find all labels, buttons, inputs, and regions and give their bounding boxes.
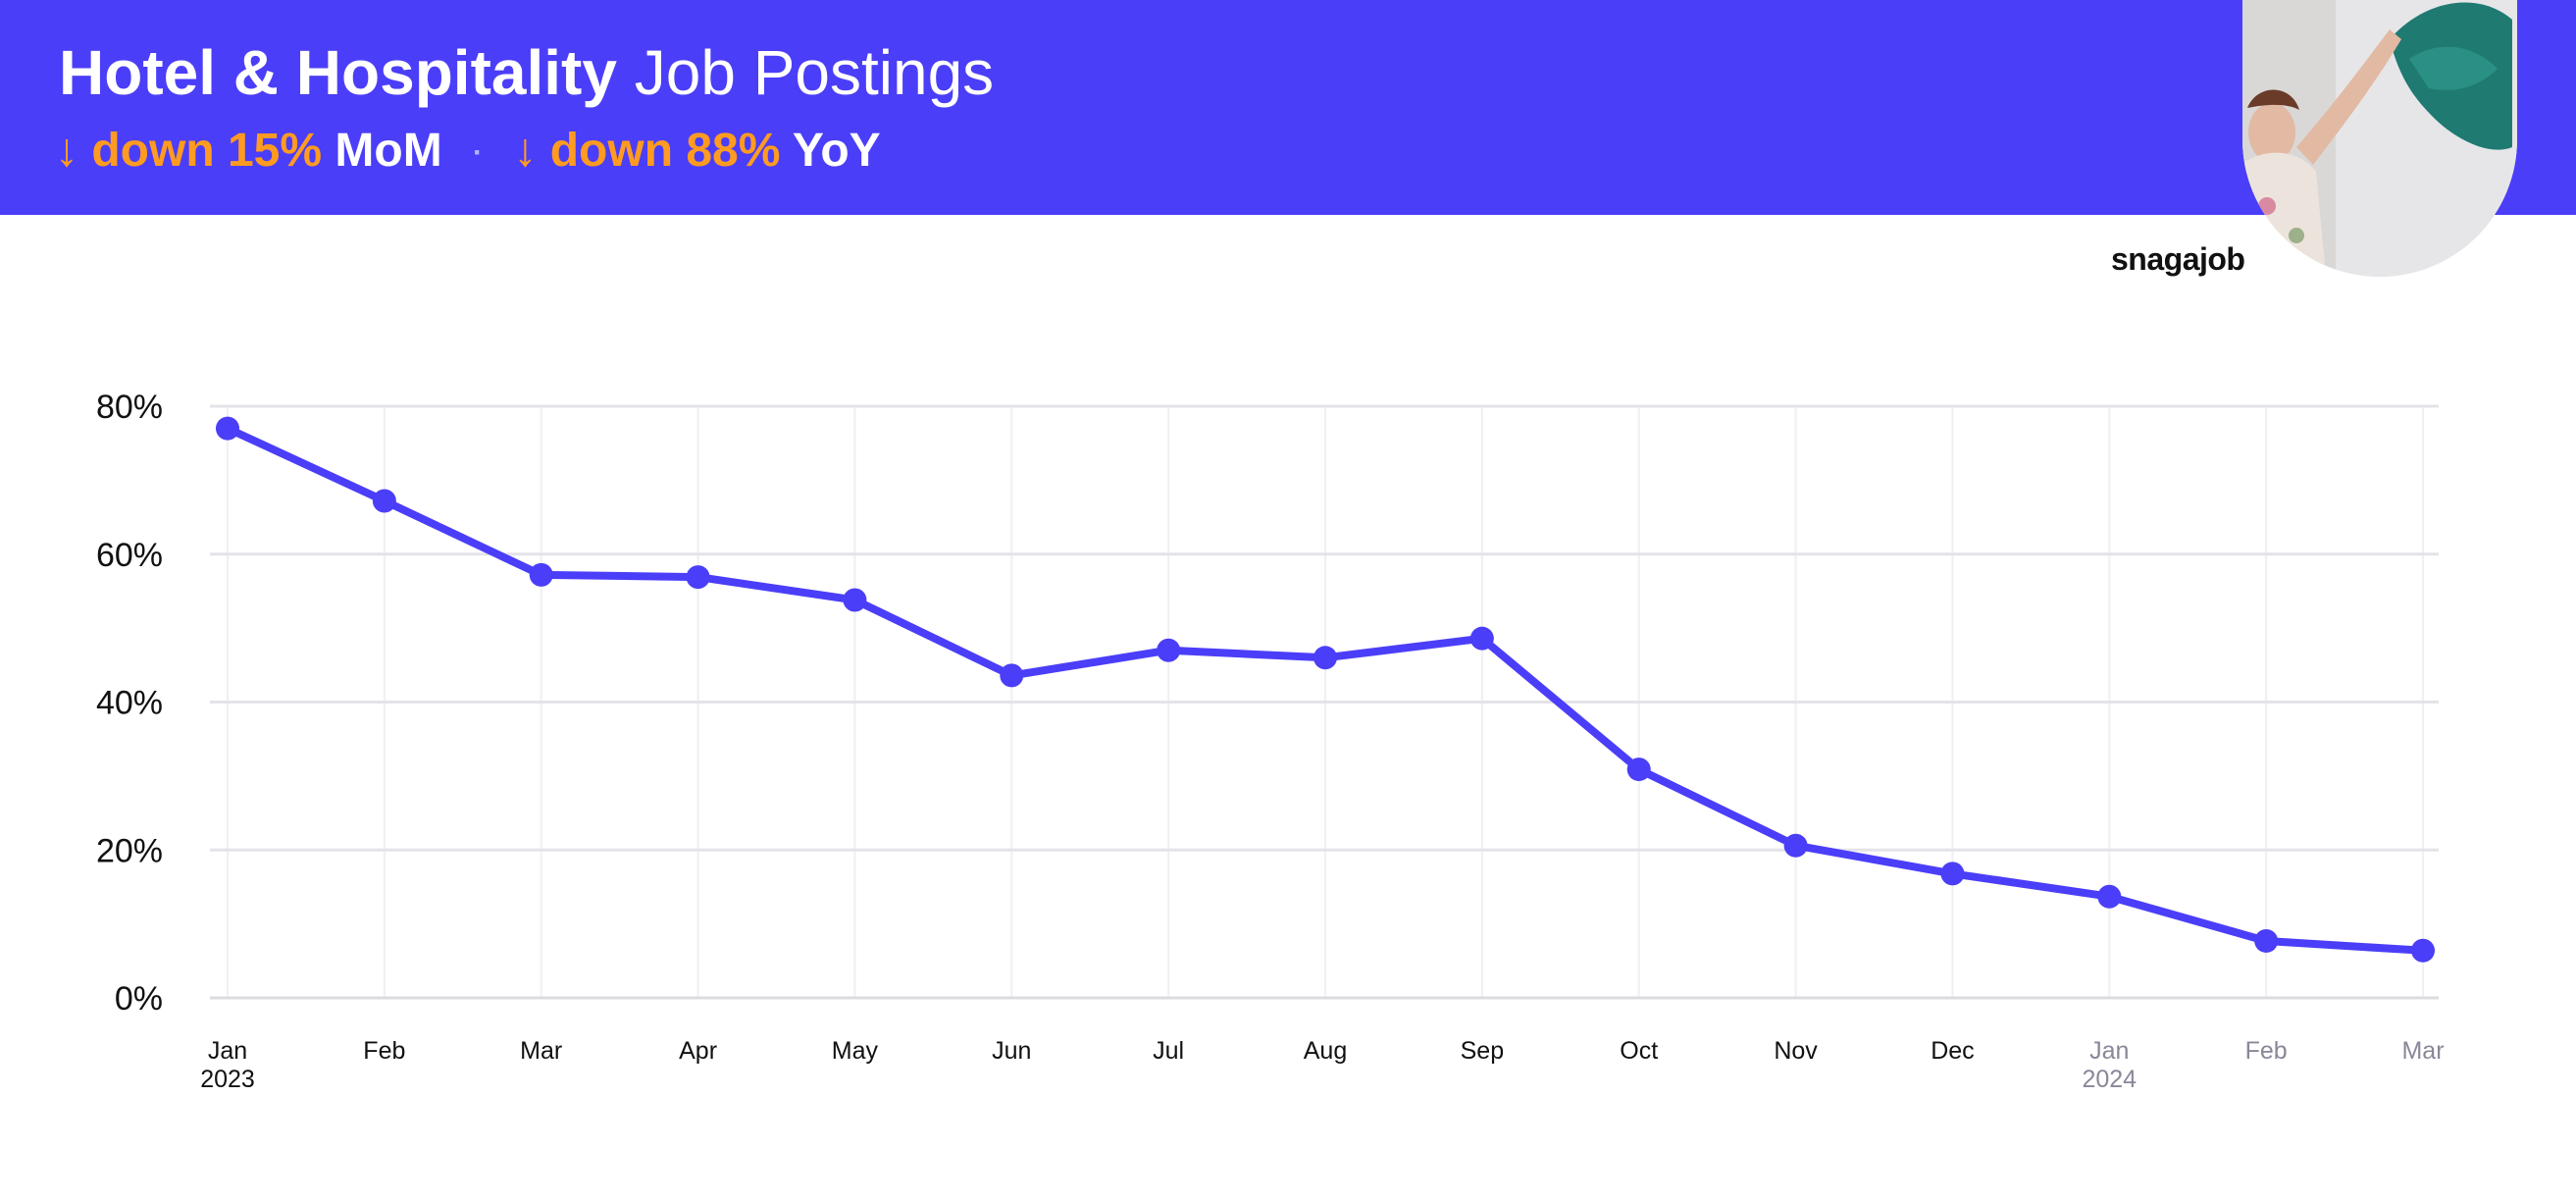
y-tick-label: 20% <box>96 832 163 869</box>
y-tick-label: 80% <box>96 389 163 426</box>
data-point <box>1314 646 1337 670</box>
data-point <box>2097 884 2122 909</box>
header-banner <box>0 0 2576 215</box>
x-tick-label: Feb <box>363 1037 405 1065</box>
stat-separator: · <box>473 136 484 170</box>
data-point <box>2254 928 2279 953</box>
x-tick-label: Feb <box>2245 1037 2288 1065</box>
x-tick-sublabel: 2023 <box>200 1066 255 1093</box>
data-point <box>1783 833 1808 858</box>
x-tick-label: Sep <box>1461 1037 1504 1065</box>
yoy-value: down 88% <box>549 125 781 177</box>
data-point <box>2411 938 2435 963</box>
data-point <box>686 565 710 590</box>
x-tick-label: Jan <box>2089 1037 2129 1065</box>
data-point <box>529 562 553 587</box>
x-tick-label: Dec <box>1931 1037 1974 1065</box>
mom-value: down 15% <box>91 125 323 177</box>
data-point <box>1469 626 1494 651</box>
stats-row: ↓ down 15% MoM · ↓ down 88% YoY <box>55 120 881 184</box>
data-point <box>1626 757 1651 782</box>
x-tick-label: May <box>832 1037 879 1065</box>
y-tick-label: 0% <box>115 980 163 1018</box>
mom-unit: MoM <box>335 125 442 177</box>
x-tick-sublabel: 2024 <box>2082 1066 2137 1093</box>
x-tick-label: Jun <box>992 1037 1031 1065</box>
person-hanging-towel-photo <box>2242 0 2517 277</box>
data-point <box>843 588 867 612</box>
title-bold: Hotel & Hospitality <box>59 37 617 108</box>
data-point <box>216 416 239 441</box>
down-arrow-icon: ↓ <box>513 125 538 177</box>
title-light: Job Postings <box>634 37 995 108</box>
x-tick-label: Aug <box>1304 1037 1347 1065</box>
yoy-stat: ↓ down 88% YoY <box>513 125 880 177</box>
series-points <box>216 416 2435 963</box>
down-arrow-icon: ↓ <box>55 125 78 177</box>
x-tick-label: Mar <box>2401 1037 2444 1065</box>
yoy-unit: YoY <box>792 125 881 177</box>
x-tick-label: Apr <box>679 1037 717 1065</box>
x-tick-label: Jul <box>1153 1037 1184 1065</box>
x-tick-label: Mar <box>520 1037 562 1065</box>
x-tick-label: Nov <box>1774 1037 1818 1065</box>
brand-logo: snagajob <box>2111 241 2245 277</box>
x-tick-label: Oct <box>1620 1037 1658 1065</box>
data-point <box>1000 663 1024 688</box>
page-title: Hotel & Hospitality Job Postings <box>59 31 994 114</box>
data-point <box>372 489 396 513</box>
data-point <box>1157 638 1181 662</box>
data-point <box>1940 862 1965 886</box>
mom-stat: ↓ down 15% MoM <box>55 125 455 177</box>
y-tick-label: 40% <box>96 685 163 722</box>
x-tick-label: Jan <box>208 1037 247 1065</box>
chart-grid <box>210 404 2439 1000</box>
y-tick-label: 60% <box>96 537 163 574</box>
y-axis: 0% 20% 40% 60% 80% <box>96 389 163 1018</box>
